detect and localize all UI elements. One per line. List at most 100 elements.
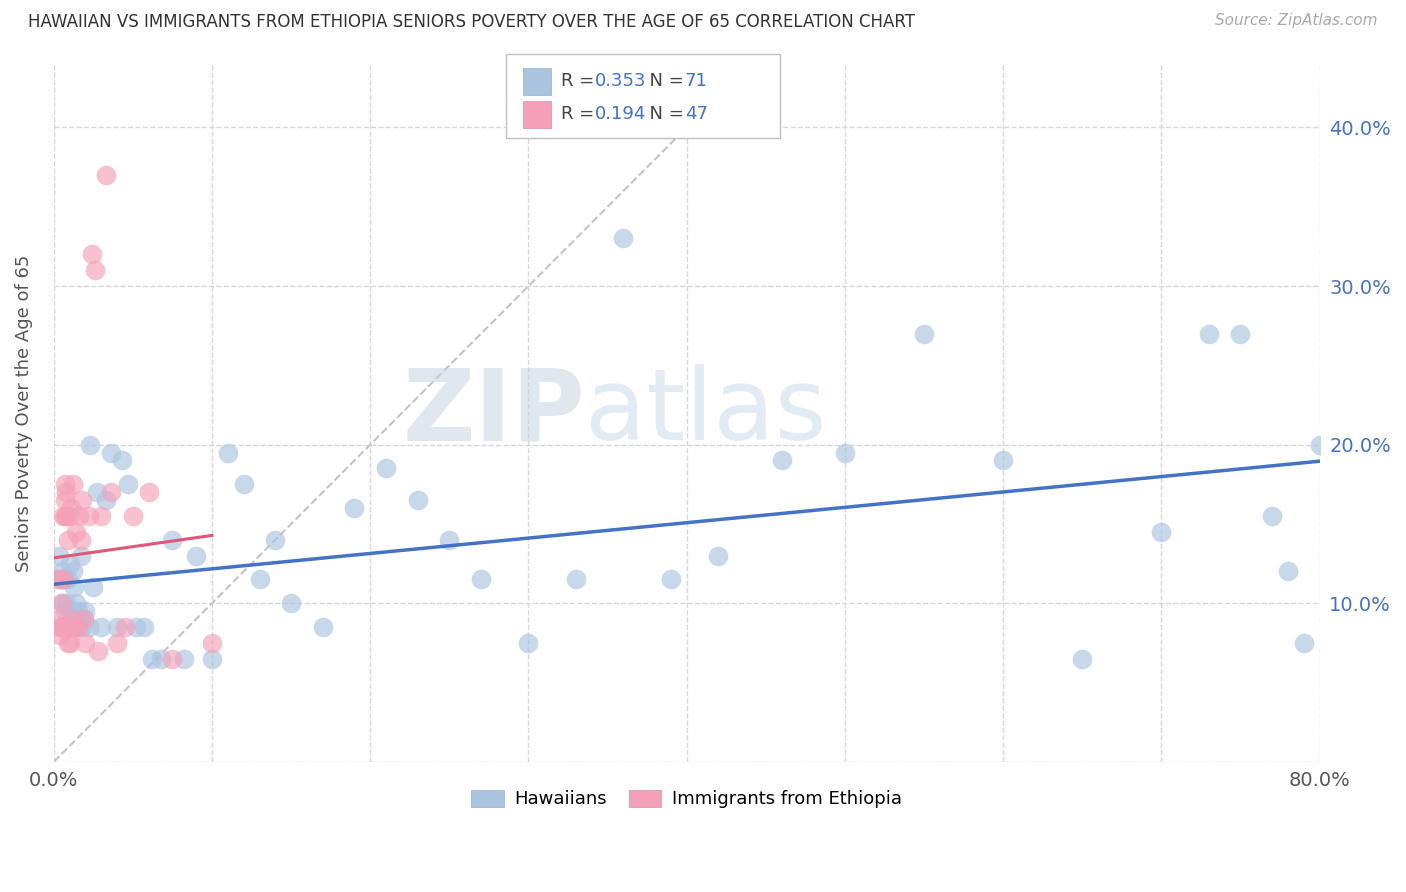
- Point: [55, 596, 77, 610]
- Point: [132, 620, 155, 634]
- Point: [53, 620, 76, 634]
- Point: [69, 533, 91, 547]
- Point: [62, 612, 84, 626]
- Point: [75, 636, 97, 650]
- Text: N =: N =: [638, 105, 690, 123]
- Point: [59, 620, 82, 634]
- Point: [62, 477, 84, 491]
- Point: [249, 573, 271, 587]
- Point: [86, 485, 108, 500]
- Point: [84, 263, 107, 277]
- Point: [1261, 508, 1284, 523]
- Text: 0.353: 0.353: [595, 72, 647, 90]
- Point: [264, 533, 287, 547]
- Point: [186, 549, 208, 563]
- Point: [406, 493, 429, 508]
- Point: [439, 533, 461, 547]
- Point: [53, 604, 76, 618]
- Point: [565, 573, 588, 587]
- Point: [90, 508, 112, 523]
- Point: [217, 445, 239, 459]
- Text: N =: N =: [638, 72, 690, 90]
- Point: [56, 533, 79, 547]
- Text: atlas: atlas: [585, 365, 827, 461]
- Point: [66, 620, 89, 634]
- Point: [55, 508, 77, 523]
- Point: [73, 612, 96, 626]
- Text: 0.194: 0.194: [595, 105, 647, 123]
- Point: [52, 620, 75, 634]
- Point: [53, 493, 76, 508]
- Point: [52, 573, 75, 587]
- Text: R =: R =: [561, 72, 600, 90]
- Point: [173, 651, 195, 665]
- Point: [138, 485, 160, 500]
- Point: [65, 596, 87, 610]
- Point: [65, 524, 87, 539]
- Legend: Hawaiians, Immigrants from Ethiopia: Hawaiians, Immigrants from Ethiopia: [464, 782, 910, 815]
- Point: [48, 612, 70, 626]
- Point: [150, 651, 173, 665]
- Point: [79, 437, 101, 451]
- Point: [55, 620, 77, 634]
- Point: [63, 620, 86, 634]
- Text: Source: ZipAtlas.com: Source: ZipAtlas.com: [1215, 13, 1378, 29]
- Point: [87, 644, 110, 658]
- Point: [1071, 651, 1094, 665]
- Point: [141, 651, 163, 665]
- Point: [63, 580, 86, 594]
- Point: [46, 573, 69, 587]
- Point: [48, 549, 70, 563]
- Point: [77, 508, 100, 523]
- Point: [67, 612, 90, 626]
- Point: [62, 565, 84, 579]
- Point: [1308, 437, 1330, 451]
- Point: [51, 596, 73, 610]
- Point: [770, 453, 793, 467]
- Point: [232, 477, 254, 491]
- Point: [77, 620, 100, 634]
- Point: [72, 493, 94, 508]
- Point: [1150, 524, 1173, 539]
- Point: [69, 549, 91, 563]
- Y-axis label: Seniors Poverty Over the Age of 65: Seniors Poverty Over the Age of 65: [15, 254, 32, 572]
- Point: [100, 485, 122, 500]
- Point: [122, 508, 145, 523]
- Point: [49, 620, 72, 634]
- Text: ZIP: ZIP: [402, 365, 585, 461]
- Point: [82, 580, 104, 594]
- Point: [55, 620, 77, 634]
- Point: [66, 604, 89, 618]
- Point: [62, 612, 84, 626]
- Point: [201, 651, 224, 665]
- Point: [59, 636, 82, 650]
- Point: [1292, 636, 1315, 650]
- Point: [75, 604, 97, 618]
- Point: [912, 326, 935, 341]
- Point: [125, 620, 148, 634]
- Point: [105, 636, 128, 650]
- Point: [312, 620, 335, 634]
- Point: [59, 557, 82, 571]
- Point: [60, 604, 83, 618]
- Text: 71: 71: [685, 72, 707, 90]
- Point: [53, 573, 76, 587]
- Point: [56, 636, 79, 650]
- Text: HAWAIIAN VS IMMIGRANTS FROM ETHIOPIA SENIORS POVERTY OVER THE AGE OF 65 CORRELAT: HAWAIIAN VS IMMIGRANTS FROM ETHIOPIA SEN…: [28, 13, 915, 31]
- Point: [60, 501, 83, 516]
- Point: [80, 247, 103, 261]
- Point: [72, 620, 94, 634]
- Point: [63, 620, 86, 634]
- Point: [162, 651, 184, 665]
- Point: [201, 636, 224, 650]
- Point: [105, 620, 128, 634]
- Point: [280, 596, 302, 610]
- Point: [51, 565, 73, 579]
- Point: [162, 533, 184, 547]
- Point: [51, 573, 73, 587]
- Point: [834, 445, 856, 459]
- Text: R =: R =: [561, 105, 600, 123]
- Point: [991, 453, 1014, 467]
- Point: [117, 477, 139, 491]
- Point: [1198, 326, 1220, 341]
